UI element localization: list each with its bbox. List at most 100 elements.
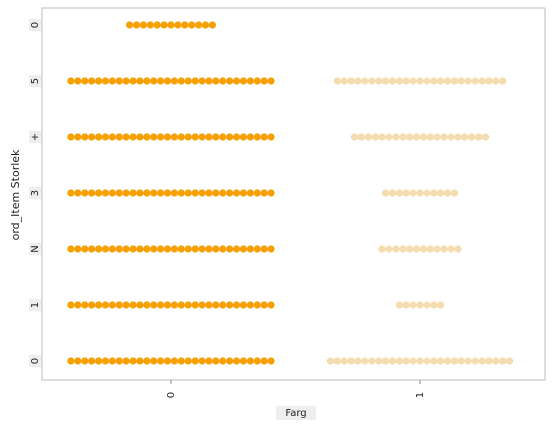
dot [416, 301, 424, 309]
dot [219, 77, 227, 85]
dot [195, 21, 203, 29]
dot [67, 357, 75, 365]
dot [485, 357, 493, 365]
dot [333, 77, 341, 85]
dot [395, 189, 403, 197]
dot [433, 245, 441, 253]
y-tick-bg [29, 355, 41, 367]
dot [239, 245, 248, 253]
dot [150, 357, 158, 365]
dot [457, 357, 465, 365]
dot [108, 133, 116, 141]
dot [464, 77, 472, 85]
dot [267, 301, 275, 309]
dot [205, 357, 213, 365]
dot [88, 189, 96, 197]
dot [143, 245, 151, 253]
dot [388, 357, 396, 365]
dot [150, 189, 158, 197]
dot [167, 21, 175, 29]
dot [177, 133, 185, 141]
dot [219, 189, 227, 197]
dot [375, 77, 383, 85]
dot [115, 357, 123, 365]
dot [205, 133, 213, 141]
dot [437, 77, 445, 85]
dot [163, 301, 172, 309]
dot [170, 245, 179, 253]
dot [201, 21, 210, 29]
dot [126, 21, 134, 29]
dot [326, 357, 334, 365]
dot [402, 357, 410, 365]
dot [450, 77, 459, 85]
y-axis-label: ord_Item Storlek [9, 149, 22, 240]
dot [381, 77, 390, 85]
dot [143, 77, 151, 85]
dot [461, 133, 469, 141]
dot [361, 77, 369, 85]
dot [357, 133, 365, 141]
dot [212, 357, 220, 365]
dot [239, 133, 248, 141]
dot [81, 133, 89, 141]
dot [219, 301, 227, 309]
dot [88, 357, 96, 365]
dot [385, 133, 393, 141]
dot [184, 133, 192, 141]
dot [184, 357, 192, 365]
dot [402, 301, 410, 309]
dot [67, 245, 75, 253]
dot [74, 77, 82, 85]
dot [136, 357, 144, 365]
dot [253, 133, 261, 141]
dot [177, 77, 185, 85]
dot [160, 21, 168, 29]
dot [226, 357, 234, 365]
y-tick-label: 5 [30, 78, 41, 84]
dot [246, 245, 254, 253]
dot [347, 77, 355, 85]
dot [450, 189, 459, 197]
dot [170, 77, 179, 85]
dot [226, 245, 234, 253]
dot [101, 245, 110, 253]
dot [416, 77, 424, 85]
dot [423, 77, 431, 85]
dot [447, 245, 455, 253]
dot [260, 133, 268, 141]
dot [122, 77, 130, 85]
dot [205, 77, 213, 85]
dot [122, 189, 130, 197]
dot [94, 357, 103, 365]
dot [454, 245, 462, 253]
dot [444, 357, 452, 365]
dot [212, 245, 220, 253]
dot [157, 245, 165, 253]
dot [226, 133, 234, 141]
dot [399, 133, 407, 141]
dot [94, 189, 103, 197]
dot [122, 245, 130, 253]
dot [177, 189, 185, 197]
dot [381, 189, 390, 197]
dot [177, 357, 185, 365]
dot [143, 301, 151, 309]
dot [409, 77, 417, 85]
dot [481, 133, 490, 141]
dot [419, 245, 428, 253]
dot [232, 245, 241, 253]
dot [399, 245, 407, 253]
dot [232, 189, 241, 197]
dot [115, 133, 123, 141]
dot [188, 21, 196, 29]
dot [260, 189, 268, 197]
dot [423, 301, 431, 309]
dot [191, 301, 199, 309]
dot [146, 21, 154, 29]
dot [129, 77, 137, 85]
dot [440, 245, 448, 253]
dot [253, 301, 261, 309]
dot [198, 77, 206, 85]
dot [170, 133, 179, 141]
